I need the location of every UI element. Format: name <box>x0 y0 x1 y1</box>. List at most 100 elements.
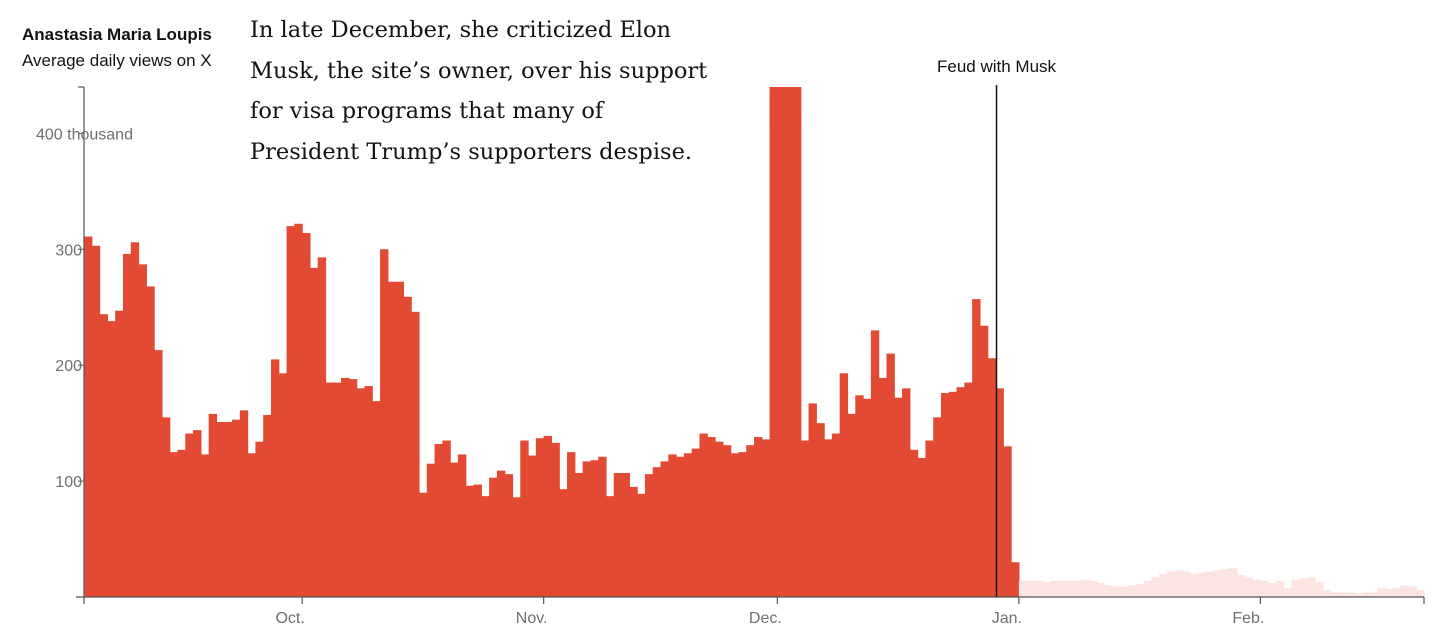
bar <box>824 439 833 597</box>
bar <box>598 456 607 597</box>
bar <box>1268 583 1277 597</box>
bar <box>247 453 256 597</box>
bar <box>154 350 163 597</box>
bar <box>644 474 654 597</box>
bar <box>232 419 241 597</box>
bar <box>1159 573 1168 597</box>
bar <box>1322 590 1332 597</box>
bar <box>629 486 638 597</box>
bar <box>1073 580 1082 597</box>
bar <box>707 437 716 597</box>
bar <box>1166 571 1176 597</box>
bar <box>364 386 373 597</box>
bar <box>1213 570 1223 597</box>
y-tick-label: 400 thousand <box>36 126 133 143</box>
bar <box>894 397 903 597</box>
bar <box>605 496 615 597</box>
bar <box>1174 570 1184 597</box>
bar <box>1416 590 1425 597</box>
bar <box>754 437 763 597</box>
chart-subtitle: Average daily views on X <box>22 51 212 70</box>
bar <box>582 461 591 597</box>
bar <box>372 401 381 597</box>
bar <box>1314 581 1324 597</box>
bar <box>972 299 981 597</box>
bar <box>1361 592 1371 597</box>
bar <box>956 387 965 597</box>
bar <box>1096 583 1106 597</box>
bar <box>263 415 272 597</box>
bar <box>419 492 428 597</box>
bar <box>496 470 506 597</box>
bar <box>886 353 895 597</box>
bar <box>1034 580 1043 597</box>
bar <box>940 393 950 597</box>
bar <box>1275 580 1285 597</box>
bar <box>1120 586 1129 597</box>
bar <box>1081 579 1090 597</box>
bar <box>1260 580 1269 597</box>
bar <box>107 321 116 597</box>
y-tick-label: 300 <box>55 242 82 259</box>
bars-layer <box>84 87 1425 598</box>
bar <box>730 453 740 597</box>
bar <box>676 456 685 597</box>
bar <box>1205 571 1215 597</box>
bar <box>1353 593 1363 597</box>
bar <box>567 452 576 597</box>
x-tick-label: Jan. <box>992 610 1022 627</box>
bar <box>1026 580 1036 597</box>
bar <box>356 388 366 597</box>
bar <box>683 453 693 597</box>
bar <box>738 452 747 597</box>
bar <box>317 257 327 597</box>
bar <box>1400 585 1410 597</box>
bar <box>691 448 701 597</box>
bar <box>1408 586 1417 597</box>
bar <box>1307 577 1316 597</box>
bar <box>1377 587 1386 597</box>
bar <box>489 477 498 597</box>
bar <box>99 314 108 597</box>
bar <box>1385 588 1394 597</box>
bar <box>442 440 451 597</box>
bar <box>411 311 420 597</box>
bar <box>434 444 443 597</box>
bar <box>520 440 529 597</box>
bar <box>761 439 771 597</box>
bar <box>699 433 708 597</box>
bar <box>333 382 342 597</box>
bar <box>1252 579 1261 597</box>
bar <box>1182 571 1191 597</box>
bar <box>457 454 467 597</box>
bar <box>785 87 794 597</box>
bar <box>1392 587 1402 597</box>
bar <box>270 359 280 597</box>
bar <box>1346 592 1355 597</box>
annotation-text: In late December, she criticized Elon Mu… <box>250 10 710 172</box>
x-tick-label: Nov. <box>516 610 548 627</box>
bar <box>341 377 350 597</box>
bar <box>403 296 412 597</box>
bar <box>543 435 553 597</box>
chart-title: Anastasia Maria Loupis <box>22 25 212 44</box>
bar <box>1190 573 1199 597</box>
bar <box>1237 574 1246 597</box>
bar <box>964 382 973 597</box>
y-tick-label: 100 <box>55 474 82 491</box>
bar-cap-fade <box>769 87 778 127</box>
bar <box>387 281 397 597</box>
bar <box>1018 580 1028 597</box>
bar <box>1104 585 1113 597</box>
bar <box>309 267 319 597</box>
bar <box>177 449 186 597</box>
bar <box>551 442 560 597</box>
bar <box>286 226 295 597</box>
bar <box>715 441 724 597</box>
bar <box>1229 568 1238 597</box>
bar <box>1112 586 1121 597</box>
bar <box>1151 577 1160 597</box>
bar <box>1244 577 1254 597</box>
bar <box>722 445 732 597</box>
bar <box>660 461 669 597</box>
